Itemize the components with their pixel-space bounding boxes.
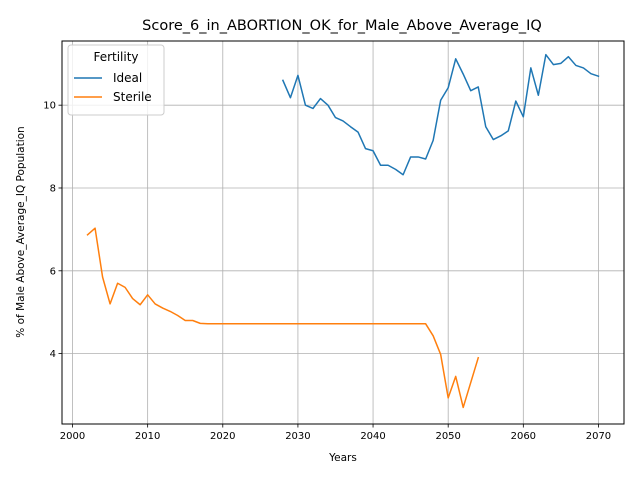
legend: Fertility Ideal Sterile: [67, 44, 165, 116]
x-tick-label: 2040: [360, 431, 385, 442]
x-tick-label: 2070: [586, 431, 611, 442]
x-tick-label: 2050: [435, 431, 460, 442]
legend-entry-ideal: Ideal: [74, 71, 142, 85]
x-tick-label: 2030: [285, 431, 310, 442]
plot-area-frame: [61, 40, 625, 425]
x-tick-label: 2010: [135, 431, 160, 442]
series-layer: [86, 53, 600, 409]
x-axis-label: Years: [328, 452, 357, 464]
legend-entries: Ideal Sterile: [74, 71, 152, 104]
legend-label: Sterile: [113, 90, 152, 104]
y-tick-label: 10: [43, 101, 56, 112]
series-line-sterile: [86, 227, 480, 409]
legend-label: Ideal: [113, 71, 142, 85]
x-tick-label: 2000: [60, 431, 85, 442]
y-axis-label: % of Male Above_Average_IQ Population: [15, 126, 27, 337]
y-tick-label: 4: [50, 349, 56, 360]
y-tick-label: 6: [50, 266, 56, 277]
series-line-ideal: [281, 53, 600, 176]
grid-lines: [62, 41, 624, 424]
chart-title: Score_6_in_ABORTION_OK_for_Male_Above_Av…: [142, 18, 542, 34]
legend-title: Fertility: [93, 50, 138, 64]
y-tick-label: 8: [50, 183, 56, 194]
legend-entry-sterile: Sterile: [74, 90, 152, 104]
x-tick-label: 2020: [210, 431, 235, 442]
x-tick-label: 2060: [511, 431, 536, 442]
y-axis-ticks: 4 6 8 10: [43, 101, 62, 360]
x-axis-ticks: 2000 2010 2020 2030 2040 2050 2060 2070: [60, 424, 611, 442]
